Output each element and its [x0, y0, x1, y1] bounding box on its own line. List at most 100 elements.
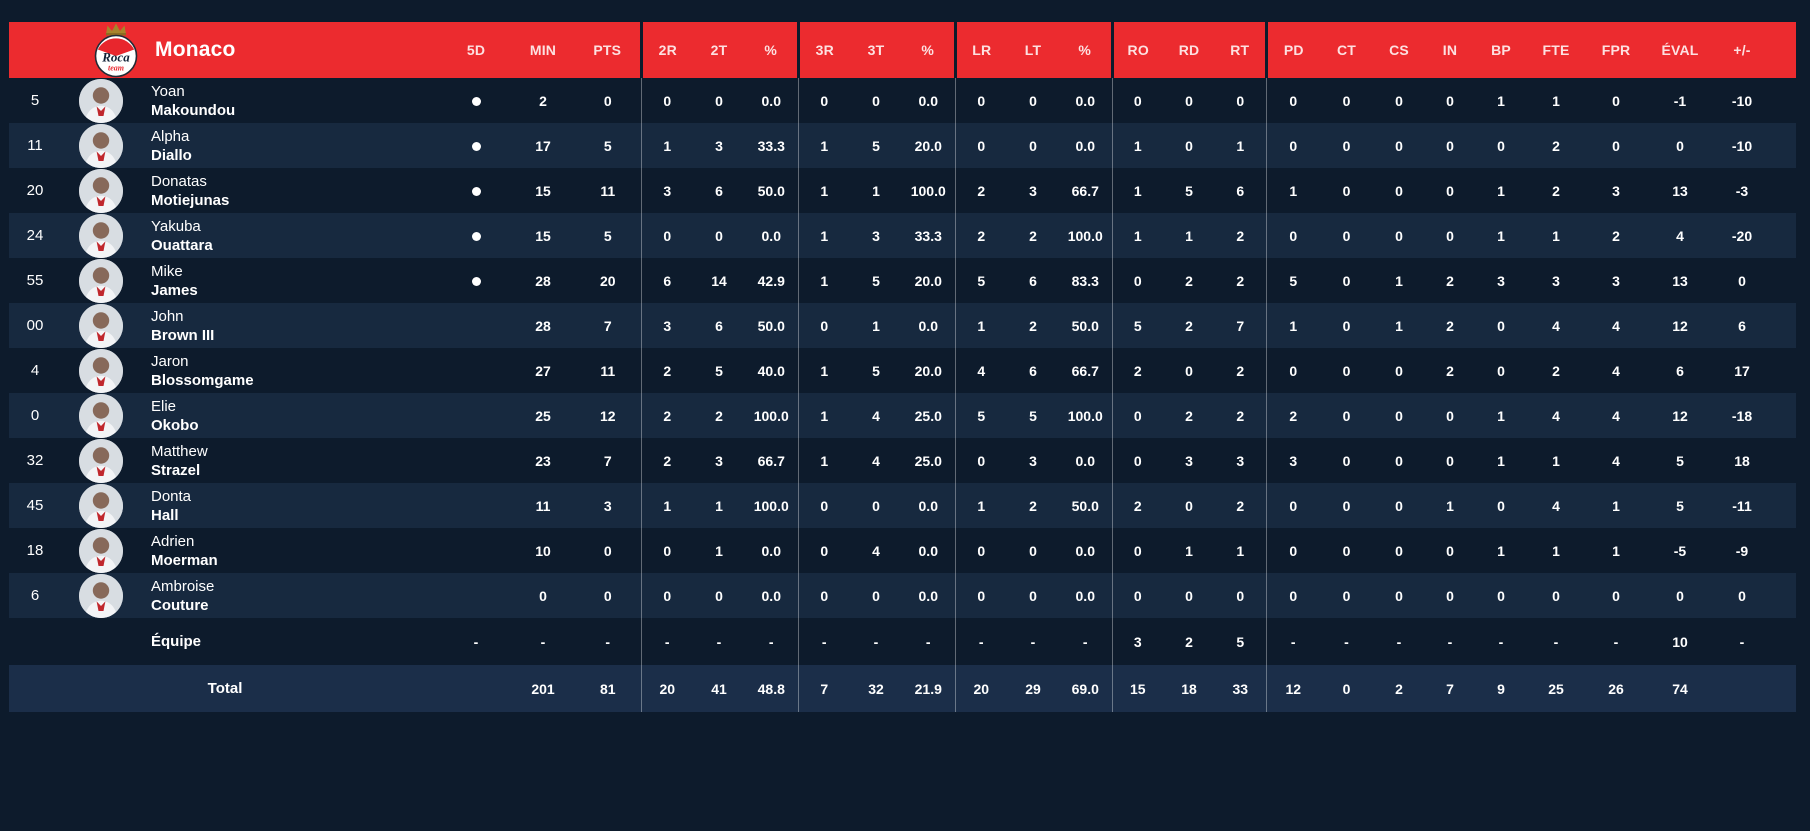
stat-cell-3t-7: 4 [872, 407, 880, 424]
stat-cell-lt-10: 0 [1029, 137, 1037, 154]
stat-cell-pd-15: 1 [1265, 303, 1320, 348]
player-avatar-cell [61, 348, 141, 393]
stat-cell-cs-17: 0 [1395, 92, 1403, 109]
stat-cell-fpr-21: 0 [1612, 92, 1620, 109]
svg-text:team: team [108, 64, 124, 73]
stat-cell-pts-2: 11 [600, 182, 616, 199]
stat-cell-rd-13: 0 [1185, 137, 1193, 154]
total-stat-cell-3t-7: 32 [868, 680, 884, 697]
stat-cell-pct-8: 0.0 [918, 497, 938, 514]
stat-cell-bp-19: 1 [1497, 407, 1505, 424]
player-row-james[interactable]: 55 Mike James 28 20 6 14 42.9 1 5 20.0 5 6 83.3 0 2 2 5 0… [9, 258, 1796, 303]
stat-cell-pd-15: 0 [1265, 123, 1320, 168]
stat-cell-plus-minus-23: 0 [1738, 272, 1746, 289]
stat-cell-pd-15: 3 [1265, 438, 1320, 483]
player-number: 0 [30, 407, 40, 424]
player-number: 18 [26, 542, 44, 559]
stat-cell-2r-3: 0 [640, 528, 693, 573]
stat-cell-pts-2: 3 [603, 497, 612, 514]
player-row-motiejunas[interactable]: 20 Donatas Motiejunas 15 11 3 6 50.0 1 1 100.0 2 3 6… [9, 168, 1796, 213]
stat-cell-pct-5: 0.0 [761, 227, 781, 244]
column-header-eval-22: ÉVAL [1647, 22, 1713, 78]
player-row-makoundou[interactable]: 5 Yoan Makoundou 2 0 0 0 0.0 0 0 0.0 0 0 0.0 0 0 0 0 0 0 0 1… [9, 78, 1796, 123]
stat-cell-fte-20: 2 [1552, 182, 1560, 199]
team-stat-cell-pct-8: - [925, 633, 931, 650]
team-stat-cell-cs-17: - [1396, 633, 1402, 650]
stat-cell-3r-6: 1 [797, 438, 850, 483]
column-header-ro-12: RO [1110, 22, 1163, 78]
stat-cell-cs-17: 0 [1395, 407, 1403, 424]
player-row-hall[interactable]: 45 Donta Hall 11 3 1 1 100.0 0 0 0.0 1 2 50.0 2 0 2 0 0 0 1… [9, 483, 1796, 528]
stat-cell-rt-14: 2 [1236, 272, 1245, 289]
stat-cell-2t-4: 5 [715, 362, 723, 379]
player-row-blossomgame[interactable]: 4 Jaron Blossomgame 27 11 2 5 40.0 1 5 20.0 4 6 66.7… [9, 348, 1796, 393]
team-stat-cell-pd-15: - [1265, 618, 1320, 665]
column-header-rd-13: RD [1163, 22, 1215, 78]
player-number: 11 [27, 137, 43, 154]
player-number: 55 [26, 272, 44, 289]
header-spacer-cell [1771, 22, 1796, 78]
stat-cell-fpr-21: 4 [1612, 362, 1620, 379]
player-number: 6 [30, 587, 40, 604]
column-header-pct-5: % [745, 22, 798, 78]
player-first-name: John [151, 307, 184, 325]
stat-cell-cs-17: 0 [1395, 182, 1403, 199]
stat-cell-fte-20: 1 [1552, 92, 1560, 109]
stat-cell-pd-15: 0 [1265, 78, 1320, 123]
player-row-brown-iii[interactable]: 00 John Brown III 28 7 3 6 50.0 0 1 0.0 1 2 50.0 5 2 7 1… [9, 303, 1796, 348]
team-stat-cell-in-18: - [1447, 633, 1453, 650]
stat-cell-pct-11: 0.0 [1075, 137, 1095, 154]
stat-cell-ct-16: 0 [1342, 92, 1351, 109]
stat-cell-eval-22: 5 [1676, 452, 1684, 469]
player-row-strazel[interactable]: 32 Matthew Strazel 23 7 2 3 66.7 1 4 25.0 0 3 0.0 0 3 3… [9, 438, 1796, 483]
row-spacer-cell [1771, 168, 1796, 213]
row-spacer-cell [1771, 213, 1796, 258]
player-row-moerman[interactable]: 18 Adrien Moerman 10 0 0 1 0.0 0 4 0.0 0 0 0.0 0 1 1 0 0 0… [9, 528, 1796, 573]
stat-cell-ro-12: 0 [1111, 258, 1163, 303]
stat-cell-rd-13: 2 [1185, 407, 1193, 424]
player-row-diallo[interactable]: 11 Alpha Diallo 17 5 1 3 33.3 1 5 20.0 0 0 0.0 1 0 1 0 0 0… [9, 123, 1796, 168]
player-last-name: Okobo [151, 416, 199, 434]
stat-cell-fte-20: 1 [1552, 452, 1560, 469]
stat-cell-fpr-21: 4 [1612, 317, 1620, 334]
stat-cell-in-18: 0 [1446, 587, 1454, 604]
total-stat-cell-fpr-21: 26 [1608, 680, 1624, 697]
player-first-name: Adrien [151, 532, 195, 550]
stat-cell-ro-12: 1 [1111, 168, 1163, 213]
stat-cell-in-18: 0 [1446, 227, 1454, 244]
stat-cell-pct-8: 0.0 [918, 317, 938, 334]
stat-cell-plus-minus-23: 18 [1734, 452, 1750, 469]
stat-cell-cs-17: 0 [1395, 137, 1403, 154]
total-stat-cell-bp-19: 9 [1497, 680, 1505, 697]
stat-cell-pts-2: 7 [603, 452, 612, 469]
stat-cell-plus-minus-23: -18 [1731, 407, 1753, 424]
stat-cell-rt-14: 2 [1236, 497, 1245, 514]
stat-cell-ct-16: 0 [1342, 182, 1351, 199]
stat-cell-min-1: 15 [535, 182, 551, 199]
total-row: Total 201 81 20 41 48.8 7 32 21.9 20 29 69.0 15 18 33 1… [9, 665, 1796, 712]
team-stat-cell-lr-9: - [954, 618, 1007, 665]
player-first-name: Alpha [151, 127, 190, 145]
stat-cell-lt-10: 2 [1029, 317, 1037, 334]
player-row-couture[interactable]: 6 Ambroise Couture 0 0 0 0 0.0 0 0 0.0 0 0 0.0 0 0 0 0 0 0… [9, 573, 1796, 618]
stat-cell-eval-22: 12 [1672, 407, 1688, 424]
player-row-okobo[interactable]: 0 Elie Okobo 25 12 2 2 100.0 1 4 25.0 5 5 100.0 0 2 2 2 0… [9, 393, 1796, 438]
stat-cell-pct-5: 0.0 [761, 587, 781, 604]
stat-cell-3r-6: 1 [797, 258, 850, 303]
player-avatar [79, 213, 123, 258]
starter-cell [441, 213, 511, 258]
player-row-ouattara[interactable]: 24 Yakuba Ouattara 15 5 0 0 0.0 1 3 33.3 2 2 100.0 1 1… [9, 213, 1796, 258]
stat-cell-ro-12: 1 [1111, 213, 1163, 258]
row-spacer-cell [1771, 483, 1796, 528]
stat-cell-bp-19: 0 [1497, 137, 1505, 154]
stat-cell-ct-16: 0 [1342, 542, 1351, 559]
player-name: John Brown III [141, 303, 441, 348]
player-name: Elie Okobo [141, 393, 441, 438]
stat-cell-pct-11: 66.7 [1071, 182, 1099, 199]
stat-cell-fpr-21: 2 [1612, 227, 1620, 244]
player-first-name: Jaron [151, 352, 189, 370]
player-last-name: James [151, 281, 198, 299]
row-spacer-cell [1771, 528, 1796, 573]
stat-cell-bp-19: 1 [1497, 182, 1505, 199]
stat-cell-ct-16: 0 [1342, 227, 1351, 244]
